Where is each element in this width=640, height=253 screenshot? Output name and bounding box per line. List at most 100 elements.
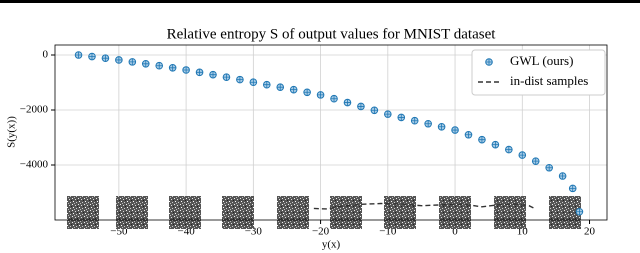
point xyxy=(575,207,584,216)
point-plus xyxy=(88,53,96,60)
y-tick-label: −4000 xyxy=(20,159,49,171)
point-plus xyxy=(411,117,419,125)
point xyxy=(101,54,110,62)
point xyxy=(451,126,459,134)
x-tick-label: 0 xyxy=(452,226,458,238)
legend: GWL (ours) in-dist samples xyxy=(471,49,606,96)
sample-images xyxy=(67,196,581,229)
top-border xyxy=(0,0,640,3)
point xyxy=(558,172,567,180)
sample-image xyxy=(549,196,581,229)
point-plus xyxy=(290,86,297,93)
point xyxy=(397,113,406,122)
point-plus xyxy=(438,123,445,131)
point-plus xyxy=(371,106,378,114)
point-plus xyxy=(102,54,109,62)
point xyxy=(370,106,379,115)
legend-label: GWL (ours) xyxy=(510,53,573,68)
point-plus xyxy=(545,164,553,172)
chart-title: Relative entropy S of output values for … xyxy=(167,26,497,42)
point xyxy=(491,140,500,149)
point-plus xyxy=(424,120,432,128)
sample-image xyxy=(116,196,148,229)
point-plus xyxy=(196,69,203,76)
point xyxy=(155,61,164,70)
point-plus xyxy=(357,103,365,110)
point xyxy=(464,130,473,139)
point-plus xyxy=(236,76,244,83)
x-axis-label: y(x) xyxy=(322,239,341,251)
plot xyxy=(74,51,584,216)
sample-image xyxy=(67,196,99,229)
point-plus xyxy=(384,110,392,118)
point xyxy=(437,122,446,131)
point-plus xyxy=(485,58,493,66)
point xyxy=(236,75,244,84)
sample-image xyxy=(222,196,254,229)
point-plus xyxy=(576,208,583,216)
sample-image xyxy=(169,196,201,229)
point xyxy=(195,68,204,77)
point xyxy=(276,83,285,91)
point-plus xyxy=(518,151,526,159)
point-plus xyxy=(465,131,472,139)
point-plus xyxy=(303,88,311,96)
sample-image xyxy=(439,196,471,229)
point xyxy=(182,66,190,74)
point xyxy=(74,51,83,59)
point-plus xyxy=(330,95,338,103)
point-plus xyxy=(75,51,82,59)
point xyxy=(410,116,419,125)
point-plus xyxy=(182,66,190,74)
point xyxy=(424,119,432,128)
point xyxy=(568,184,577,193)
point-plus xyxy=(505,146,513,153)
sample-image xyxy=(494,196,526,229)
point-plus xyxy=(155,62,163,70)
point-plus xyxy=(451,126,459,134)
y-tick-label: −2000 xyxy=(20,104,49,116)
point-plus xyxy=(223,73,230,81)
point xyxy=(357,102,365,111)
point-plus xyxy=(250,78,257,86)
legend-label: in-dist samples xyxy=(510,73,588,88)
y-axis-label: S(y(x)) xyxy=(6,116,18,148)
x-tick-label: 20 xyxy=(584,226,596,238)
point-plus xyxy=(492,141,499,148)
point-plus xyxy=(397,114,405,121)
point-plus xyxy=(169,64,176,72)
point-plus xyxy=(263,81,271,89)
point xyxy=(303,88,311,97)
point xyxy=(384,110,392,118)
point-plus xyxy=(276,83,284,91)
y-tick-label: 0 xyxy=(43,49,49,61)
point xyxy=(128,58,137,66)
point-plus xyxy=(115,56,123,64)
point-plus xyxy=(559,172,566,180)
point xyxy=(88,52,96,61)
x-tick-label: −20 xyxy=(312,226,330,238)
x-tick-label: 10 xyxy=(517,226,529,238)
point xyxy=(209,70,217,79)
point-plus xyxy=(478,136,486,144)
point xyxy=(289,85,298,94)
sample-image xyxy=(277,196,309,229)
point xyxy=(168,63,177,72)
point xyxy=(545,163,553,172)
point-plus xyxy=(569,185,577,192)
point xyxy=(485,58,493,66)
point xyxy=(518,151,527,159)
point-plus xyxy=(129,58,136,66)
point xyxy=(222,73,231,81)
point-plus xyxy=(532,157,540,165)
point xyxy=(330,94,338,103)
point xyxy=(531,157,540,165)
point-plus xyxy=(344,99,351,106)
point-plus xyxy=(142,60,150,68)
point xyxy=(505,145,513,154)
point xyxy=(115,56,123,64)
point xyxy=(316,91,325,99)
point xyxy=(249,78,258,87)
point xyxy=(343,98,352,107)
